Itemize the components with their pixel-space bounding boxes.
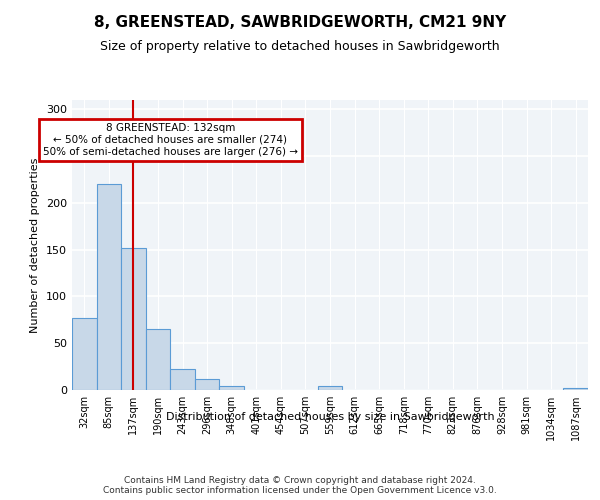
- Text: 8, GREENSTEAD, SAWBRIDGEWORTH, CM21 9NY: 8, GREENSTEAD, SAWBRIDGEWORTH, CM21 9NY: [94, 15, 506, 30]
- Bar: [563, 388, 588, 390]
- Bar: [220, 386, 244, 390]
- Bar: [195, 379, 220, 390]
- Text: 8 GREENSTEAD: 132sqm
← 50% of detached houses are smaller (274)
50% of semi-deta: 8 GREENSTEAD: 132sqm ← 50% of detached h…: [43, 124, 298, 156]
- Text: Distribution of detached houses by size in Sawbridgeworth: Distribution of detached houses by size …: [166, 412, 494, 422]
- Text: Contains HM Land Registry data © Crown copyright and database right 2024.
Contai: Contains HM Land Registry data © Crown c…: [103, 476, 497, 495]
- Bar: [72, 318, 97, 390]
- Bar: [170, 370, 195, 390]
- Bar: [121, 248, 146, 390]
- Bar: [97, 184, 121, 390]
- Y-axis label: Number of detached properties: Number of detached properties: [31, 158, 40, 332]
- Text: Size of property relative to detached houses in Sawbridgeworth: Size of property relative to detached ho…: [100, 40, 500, 53]
- Bar: [318, 386, 342, 390]
- Bar: [146, 329, 170, 390]
